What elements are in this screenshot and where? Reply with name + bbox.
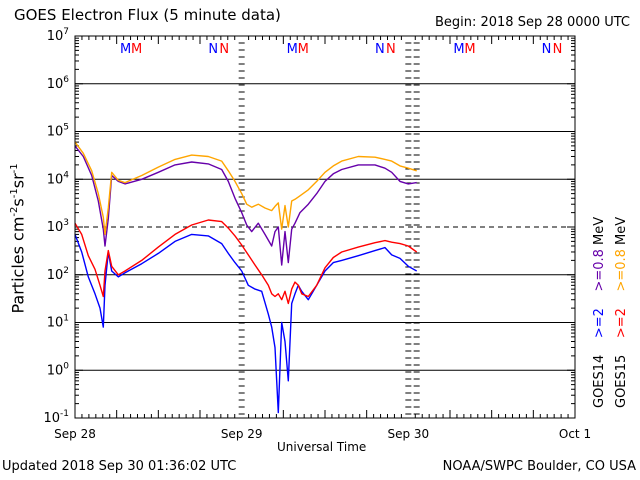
y-tick-label: 106 — [47, 75, 70, 92]
mark-m: M — [287, 42, 298, 57]
mark-m: M — [464, 42, 475, 57]
begin-label: Begin: 2018 Sep 28 0000 UTC — [434, 15, 630, 30]
y-tick-label: 107 — [47, 27, 69, 44]
x-tick-label: Sep 29 — [221, 427, 263, 441]
legend-goes15-column: GOES15 >=2 >=0.8 MeV — [614, 217, 629, 408]
y-tick-label: 104 — [47, 170, 70, 187]
x-tick-label: Oct 1 — [559, 427, 591, 441]
legend-goes14-hi: >=2 — [592, 308, 607, 339]
legend-goes15: GOES15 — [614, 354, 629, 408]
series-layer — [74, 141, 418, 414]
mark-n: N — [553, 42, 563, 57]
series-line-2 — [74, 233, 418, 414]
legend-goes14: GOES14 — [592, 354, 607, 408]
series-line-1 — [74, 141, 417, 236]
mark-n: N — [208, 42, 218, 57]
plot-frame — [74, 35, 576, 419]
y-tick-label: 101 — [47, 314, 69, 331]
y-tick-label: 105 — [47, 123, 69, 140]
y-tick-label: 100 — [47, 361, 70, 378]
y-axis-label: Particles cm-2s-1sr-1 — [8, 163, 28, 314]
mark-m: M — [298, 42, 309, 57]
legend-goes15-lo: >=0.8 — [614, 249, 629, 292]
mark-m: M — [120, 42, 131, 57]
legend-goes14-column: GOES14 >=2 >=0.8 MeV — [592, 217, 607, 408]
mark-m: M — [131, 42, 142, 57]
chart-title: GOES Electron Flux (5 minute data) — [14, 6, 281, 24]
mark-n: N — [542, 42, 552, 57]
mark-n: N — [375, 42, 385, 57]
legend-unit-14: MeV — [592, 216, 607, 245]
mark-n: N — [386, 42, 396, 57]
y-tick-label: 10-1 — [43, 409, 69, 426]
x-tick-label: Sep 28 — [54, 427, 96, 441]
x-axis-label: Universal Time — [277, 440, 367, 454]
grid-layer — [75, 35, 575, 415]
credit-label: NOAA/SWPC Boulder, CO USA — [442, 459, 636, 474]
updated-label: Updated 2018 Sep 30 01:36:02 UTC — [2, 459, 237, 474]
legend-unit-15: MeV — [614, 216, 629, 245]
mark-m: M — [453, 42, 464, 57]
mark-n: N — [219, 42, 229, 57]
legend-goes15-hi: >=2 — [614, 308, 629, 339]
series-line-3 — [74, 219, 418, 305]
y-tick-label: 102 — [47, 266, 69, 283]
y-tick-label: 103 — [47, 218, 69, 235]
legend-goes14-lo: >=0.8 — [592, 249, 607, 292]
series-line-0 — [74, 145, 417, 266]
x-tick-label: Sep 30 — [387, 427, 429, 441]
